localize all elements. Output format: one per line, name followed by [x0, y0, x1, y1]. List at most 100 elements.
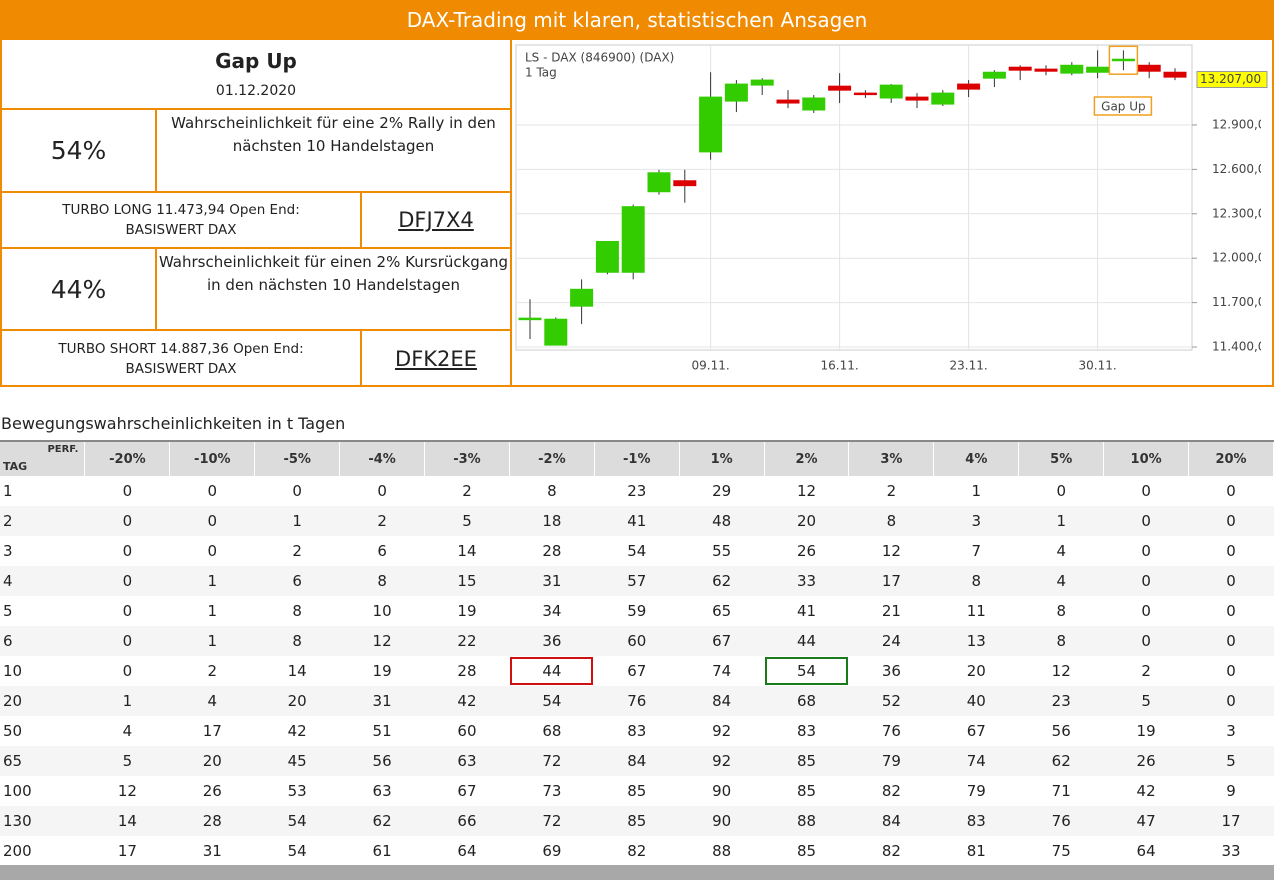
annotation-marker: [1108, 45, 1139, 75]
table-cell: 65: [712, 602, 732, 620]
column-header: -4%: [339, 440, 426, 476]
table-cell: 8: [254, 626, 340, 656]
short-text: Wahrscheinlichkeit für einen 2% Kursrück…: [157, 249, 512, 331]
table-row: 6 0 1 8 12 22 36 60 67 44 24 13 8 0 0: [0, 626, 1274, 656]
table-cell: 83: [933, 806, 1019, 836]
table-cell: 85: [764, 746, 849, 776]
table-cell: 88: [764, 806, 849, 836]
table-cell: 0: [1103, 506, 1189, 536]
table-cell: 1: [254, 506, 340, 536]
row-tag: 4: [0, 566, 85, 596]
candle-body: [673, 180, 697, 187]
table-cell: 48: [679, 506, 765, 536]
table-cell: 20: [254, 686, 340, 716]
table-cell: 0: [84, 626, 170, 656]
table-cell: 41: [594, 506, 680, 536]
table-cell: 63: [424, 746, 510, 776]
column-header: -2%: [509, 440, 595, 476]
row-tag: 50: [3, 722, 23, 740]
table-cell: 4: [1056, 542, 1066, 560]
table-cell: 7: [971, 542, 982, 560]
table-cell: 0: [1188, 626, 1274, 656]
table-cell: 0: [169, 506, 255, 536]
long-product: TURBO LONG 11.473,94 Open End: BASISWERT…: [2, 193, 362, 249]
y-tick-label: 11.400,00: [1212, 340, 1271, 354]
candle-body: [1111, 58, 1135, 62]
table-cell: 28: [542, 542, 562, 560]
table-cell: 92: [679, 746, 765, 776]
table-cell: 0: [1226, 662, 1236, 680]
table-cell: 57: [594, 566, 680, 596]
corner-top: PERF.: [47, 444, 79, 455]
column-header: -5%: [254, 440, 341, 476]
corner-cell: PERF. TAG: [0, 440, 86, 476]
table-cell: 0: [122, 662, 133, 680]
table-cell: 45: [254, 746, 340, 776]
table-cell: 5: [84, 746, 170, 776]
table-cell: 54: [254, 806, 340, 836]
table-cell: 8: [848, 506, 934, 536]
table-cell: 85: [796, 842, 817, 860]
table-cell: 17: [1188, 806, 1274, 836]
table-cell: 83: [627, 722, 647, 740]
x-tick-label: 16.11.: [821, 359, 859, 373]
table-cell: 82: [627, 842, 647, 860]
table-cell: 12: [339, 626, 425, 656]
table-cell: 1: [207, 602, 218, 620]
table-cell: 74: [712, 662, 732, 680]
table-cell: 56: [1051, 722, 1071, 740]
table-cell: 14: [84, 806, 170, 836]
table-cell: 62: [679, 566, 765, 596]
table-cell: 31: [339, 686, 425, 716]
table-cell: 23: [627, 482, 647, 500]
table-cell: 21: [881, 602, 901, 620]
table-cell: 26: [202, 782, 222, 800]
row-tag: 200: [3, 842, 32, 860]
table-cell: 8: [933, 566, 1019, 596]
table-cell: 28: [457, 662, 477, 680]
candle-body: [776, 99, 800, 104]
row-tag: 20: [0, 686, 85, 716]
table-cell: 79: [848, 746, 934, 776]
column-header: 3%: [848, 440, 935, 476]
header-row: PERF. TAG -20% -10% -5% -4% -3% -2% -1% 1% 2% 3% 4% 5…: [0, 440, 1274, 476]
table-cell: 20: [966, 662, 986, 680]
table-cell: 0: [1188, 686, 1274, 716]
table-cell: 90: [679, 806, 765, 836]
last-price-label: 13.207,00: [1200, 72, 1261, 86]
table-cell: 82: [881, 842, 901, 860]
table-cell: 20: [169, 746, 255, 776]
candle-body: [1137, 64, 1161, 72]
last-price-box: [1196, 70, 1268, 88]
candle-body: [544, 318, 568, 346]
short-wkn-link[interactable]: DFK2EE: [362, 331, 512, 387]
candle-body: [957, 83, 981, 90]
table-row: 10 0 2 14 19 28 44 67 74 54 36 20 12 2 0: [0, 656, 1274, 686]
row-tag: 65: [0, 746, 85, 776]
table-row: 1 0 0 0 0 2 8 23 29 12 2 1 0 0 0: [0, 476, 1274, 506]
table-cell: 33: [764, 566, 849, 596]
table-cell: 59: [627, 602, 647, 620]
column-header: -3%: [424, 440, 510, 476]
table-cell: 1: [169, 626, 255, 656]
table-row: 130 14 28 54 62 66 72 85 90 88 84 83 76 47 17: [0, 806, 1274, 836]
candle-body: [931, 92, 955, 105]
table-cell: 62: [1018, 746, 1104, 776]
row-tag: 100: [3, 782, 32, 800]
table-cell: 2: [886, 482, 897, 500]
long-wkn-link[interactable]: DFJ7X4: [362, 193, 512, 249]
table-cell: 1: [84, 686, 170, 716]
table-cell: 31: [509, 566, 595, 596]
table-cell: 26: [1103, 746, 1189, 776]
candle-body: [647, 172, 671, 193]
table-cell: 51: [372, 722, 392, 740]
table-cell: 85: [796, 782, 817, 800]
table-cell: 14: [457, 542, 477, 560]
table-row: 3 0 0 2 6 14 28 54 55 26 12 7 4 0 0: [0, 536, 1274, 566]
row-tag: 130: [0, 806, 85, 836]
candle-body: [1034, 68, 1058, 72]
candle-body: [621, 206, 645, 273]
corner-bottom: TAG: [3, 460, 28, 473]
table-cell: 12: [117, 782, 137, 800]
table-cell: 85: [627, 782, 647, 800]
